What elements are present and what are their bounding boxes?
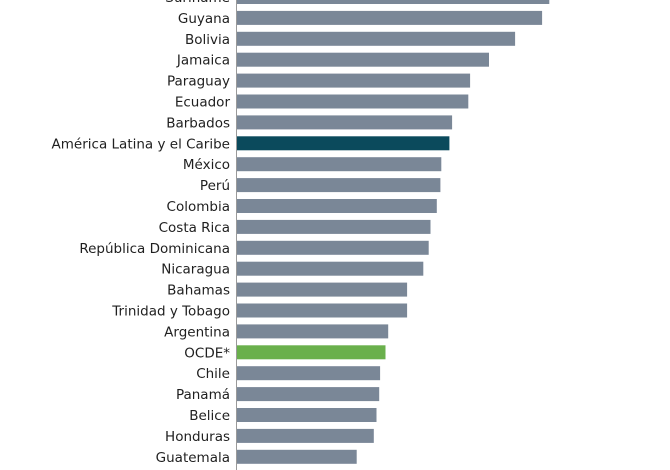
bar-13 xyxy=(237,261,424,276)
bar-3 xyxy=(237,52,489,67)
bar-11 xyxy=(237,219,431,234)
category-label-3: Jamaica xyxy=(176,53,230,69)
bar-5 xyxy=(237,94,469,109)
category-label-0: Suriname xyxy=(165,0,230,6)
category-label-10: Colombia xyxy=(167,199,230,215)
category-label-17: OCDE* xyxy=(184,345,230,361)
bar-22 xyxy=(237,449,357,464)
bar-8 xyxy=(237,157,442,172)
category-label-5: Ecuador xyxy=(175,95,231,111)
bar-2 xyxy=(237,31,516,46)
category-label-8: México xyxy=(183,157,230,173)
bar-0 xyxy=(237,0,550,4)
bar-9 xyxy=(237,178,441,193)
category-label-22: Guatemala xyxy=(156,450,230,466)
bar-20 xyxy=(237,408,377,422)
category-label-20: Belice xyxy=(189,408,230,424)
category-label-9: Perú xyxy=(200,178,230,194)
bar-1 xyxy=(237,10,543,25)
bar-14 xyxy=(237,282,408,297)
bar-17 xyxy=(237,345,386,360)
category-label-13: Nicaragua xyxy=(161,262,230,278)
category-label-14: Bahamas xyxy=(167,283,230,299)
category-label-15: Trinidad y Tobago xyxy=(111,304,230,320)
category-label-16: Argentina xyxy=(164,324,230,340)
category-label-2: Bolivia xyxy=(185,32,230,48)
category-label-18: Chile xyxy=(196,366,230,382)
category-label-7: América Latina y el Caribe xyxy=(52,136,230,152)
bar-4 xyxy=(237,73,471,88)
bar-6 xyxy=(237,115,453,130)
category-label-11: Costa Rica xyxy=(159,220,230,236)
category-label-4: Paraguay xyxy=(167,74,230,90)
bar-16 xyxy=(237,324,389,339)
bar-10 xyxy=(237,199,437,213)
bar-18 xyxy=(237,366,381,381)
bar-12 xyxy=(237,240,429,255)
bar-21 xyxy=(237,428,374,443)
bar-19 xyxy=(237,387,380,402)
category-label-1: Guyana xyxy=(178,11,230,27)
category-label-19: Panamá xyxy=(176,387,230,403)
category-label-21: Honduras xyxy=(165,429,230,445)
category-labels: Suriname Guyana Bolivia Jamaica Paraguay Ecua… xyxy=(52,0,231,466)
category-label-12: República Dominicana xyxy=(79,241,230,257)
bar-15 xyxy=(237,303,408,318)
bars xyxy=(237,0,550,464)
bar-7 xyxy=(237,136,450,151)
category-label-6: Barbados xyxy=(166,115,230,131)
